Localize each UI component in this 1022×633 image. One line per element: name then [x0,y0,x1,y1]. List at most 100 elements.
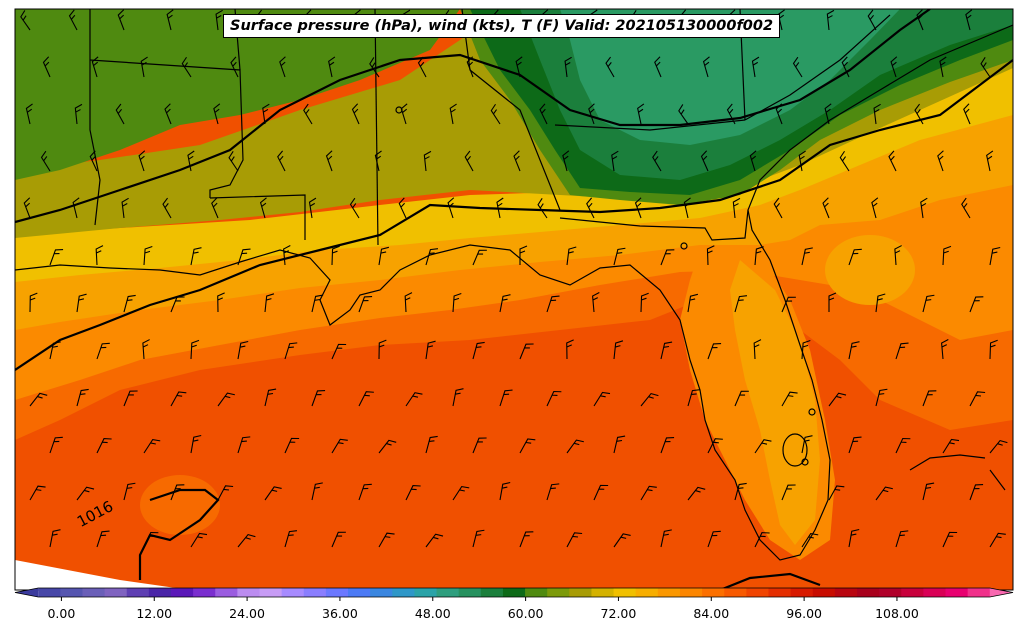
wind-barb [311,294,324,313]
colorbar [14,587,1014,601]
wind-barb [753,339,762,360]
wind-barb [801,435,813,454]
wind-barb [358,295,373,313]
wind-barb [170,391,187,407]
wind-barb [404,292,413,313]
wind-barb [895,342,909,360]
wind-barb [822,197,830,219]
wind-barb [331,531,346,548]
wind-barb [828,392,847,407]
wind-barb [593,391,611,407]
wind-barb [76,486,95,501]
wind-barb [734,482,747,501]
wind-barb [464,150,474,172]
wind-barb [871,197,879,219]
wind-barb [687,389,701,407]
wind-barb [965,9,973,31]
wind-barb [942,531,958,548]
wind-barb [423,150,432,172]
wind-barb [749,150,757,172]
wind-barb [49,248,64,266]
wind-barb [308,197,317,219]
wind-barb [452,485,470,501]
wind-barb [937,150,944,172]
wind-barb [369,57,380,78]
wind-barb [660,436,675,454]
wind-barb [640,292,649,313]
wind-barb [660,249,675,266]
colorbar-bin [325,588,349,597]
wind-barb [452,293,462,313]
wind-barb [447,197,455,219]
wind-barb [873,103,881,125]
wind-barb [754,532,770,548]
temperature-fill-66 [15,62,1013,282]
wind-barb [123,390,138,407]
wind-barb [405,392,423,407]
wind-barb [374,150,382,172]
wind-barb [262,103,270,125]
wind-barb [417,56,427,78]
wind-barb [792,56,803,78]
colorbar-bin [348,588,371,597]
wind-barb [190,434,202,454]
wind-barb [781,296,796,313]
wind-barb [588,103,595,125]
wind-barb [775,103,783,125]
wind-barb [922,482,935,501]
wind-barb [963,103,971,125]
wind-barb [566,246,577,266]
colorbar-bin [237,588,261,597]
colorbar-bin [923,588,947,597]
wind-barb [237,436,251,454]
wind-barb [378,246,390,266]
wind-barbs [20,9,1008,548]
colorbar-bin [746,588,769,597]
wind-barb [566,439,584,454]
wind-barb [942,245,952,266]
wind-barb [190,532,208,548]
temperature-fill-57 [15,9,460,180]
wind-barb [95,245,104,266]
colorbar-bin [857,588,880,597]
lake-marker [808,408,816,416]
wind-barb [562,150,570,172]
colorbar-bin [193,588,216,597]
wind-barb [942,438,960,454]
wind-barb [678,104,689,125]
wind-barb [637,103,645,125]
state-borders [89,9,891,246]
wind-barb [115,103,125,125]
wind-barb [499,481,511,501]
wind-barb [311,482,323,501]
colorbar-bin [635,588,659,597]
wind-barb [284,342,298,360]
wind-barb [707,342,722,360]
wind-barb [989,532,1006,548]
wind-barb [29,392,48,407]
wind-barb [605,56,615,78]
wind-barb [828,292,837,312]
wind-barb [138,150,146,172]
wind-barb [513,150,521,172]
wind-barb [564,56,572,78]
colorbar-bin [303,588,327,597]
colorbar-bin [392,588,415,597]
temperature-fill-45 [560,9,900,145]
wind-barb [613,533,631,548]
wind-barb [29,485,46,501]
wind-barb [875,486,893,501]
colorbar-bin [724,588,747,597]
colorbar-bin [148,588,172,597]
wind-barb [640,392,659,407]
wind-barb [351,103,360,125]
colorbar-tick-label: 84.00 [693,606,730,621]
wind-barb [707,438,723,454]
wind-barb [378,532,395,548]
map-panel [15,9,1013,590]
colorbar-bin [945,588,969,597]
wind-barb [217,392,235,407]
wind-barb [687,293,699,313]
wind-barb [425,248,439,266]
